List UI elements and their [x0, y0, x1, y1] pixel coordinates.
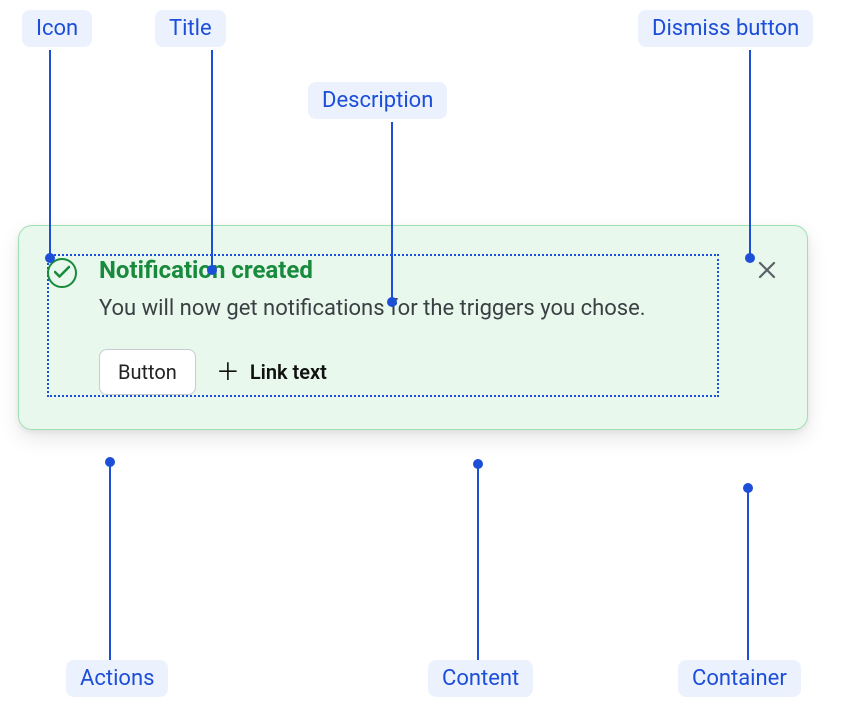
notification-inner: Notification created You will now get no… — [49, 256, 777, 395]
action-button[interactable]: Button — [99, 349, 196, 395]
annotation-label-description: Description — [308, 82, 447, 119]
notification-actions: Button ＋ Link text — [99, 349, 707, 395]
annotation-label-content: Content — [428, 660, 533, 697]
action-link-label: Link text — [250, 360, 327, 384]
notification-description: You will now get notifications for the t… — [99, 292, 707, 325]
dismiss-button[interactable] — [757, 260, 777, 284]
notification-content-area: Notification created You will now get no… — [49, 256, 717, 395]
action-link[interactable]: ＋ Link text — [216, 360, 327, 384]
annotation-label-icon: Icon — [22, 10, 92, 47]
annotation-label-actions: Actions — [66, 660, 168, 697]
plus-icon: ＋ — [216, 360, 240, 384]
notification-title: Notification created — [99, 256, 707, 284]
success-icon — [47, 258, 77, 288]
notification-container: Notification created You will now get no… — [18, 225, 808, 430]
close-icon — [757, 260, 777, 280]
annotation-label-title: Title — [155, 10, 226, 47]
diagram-canvas: Notification created You will now get no… — [0, 0, 854, 720]
annotation-label-container: Container — [678, 660, 801, 697]
annotation-label-dismiss: Dismiss button — [638, 10, 813, 47]
notification-text-column: Notification created You will now get no… — [99, 256, 707, 395]
